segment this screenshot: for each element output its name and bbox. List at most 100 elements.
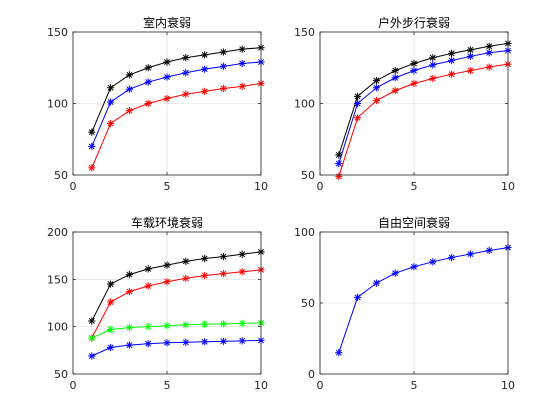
subplot-3-series-4-point xyxy=(219,337,227,345)
marker-stroke xyxy=(164,339,170,346)
marker-stroke xyxy=(486,247,493,254)
marker-stroke xyxy=(239,268,246,275)
marker-stroke xyxy=(182,321,189,328)
marker-stroke xyxy=(126,288,133,295)
subplot-1-series-3-point xyxy=(219,84,227,93)
subplot-2-series-1-point xyxy=(391,67,399,75)
subplot-4-title: 自由空间衰弱 xyxy=(378,215,450,230)
subplot-1-series-2-point xyxy=(144,78,152,86)
subplot-3-series-4-point xyxy=(201,338,209,346)
subplot-3: 0 5 10 50 100 150 200 车载环境衰弱 xyxy=(47,215,268,392)
marker-stroke xyxy=(107,326,114,333)
subplot-2-series-1-point xyxy=(372,77,380,85)
marker-stroke xyxy=(448,57,455,64)
subplot-4-series-1-point xyxy=(429,258,437,266)
marker-stroke xyxy=(126,271,133,278)
marker-stroke xyxy=(107,120,114,127)
marker-stroke xyxy=(182,91,189,98)
marker-stroke xyxy=(220,49,227,55)
subplot-1-series-1-point xyxy=(182,54,190,62)
marker-stroke xyxy=(429,61,436,68)
subplot-3-series-3-point xyxy=(238,319,246,327)
subplot-1-series-3-point xyxy=(163,94,171,103)
subplot-2-series-3-point xyxy=(466,67,474,75)
marker-stroke xyxy=(448,71,455,78)
subplot-2-series-1-line xyxy=(338,42,509,156)
subplot-3-series-1-point xyxy=(163,261,171,269)
marker-stroke xyxy=(373,97,380,104)
subplot-4-series-1-point xyxy=(410,263,418,271)
marker-stroke xyxy=(239,320,246,327)
subplot-3-series-1-point xyxy=(238,250,246,258)
subplot-3-series-4-point xyxy=(182,338,190,346)
marker-stroke xyxy=(88,318,95,324)
marker-stroke xyxy=(429,75,436,82)
subplot-1-series-1-point xyxy=(125,71,133,79)
subplot-3-series-2-point xyxy=(201,271,209,280)
subplot-2-x-tick-label: 5 xyxy=(411,180,418,193)
marker-stroke xyxy=(126,324,133,331)
marker-stroke xyxy=(392,67,399,74)
subplot-4-x-tick-label: 0 xyxy=(317,379,324,392)
marker-stroke xyxy=(164,278,170,285)
subplot-4-series-1-point xyxy=(448,253,456,262)
subplot-1-series-3-point xyxy=(201,87,209,95)
subplot-3-series-3-point xyxy=(125,324,133,332)
marker-stroke xyxy=(182,275,189,282)
marker-stroke xyxy=(126,86,133,93)
subplot-2-x-tick-label: 10 xyxy=(501,180,515,193)
marker-stroke xyxy=(126,71,133,78)
marker-stroke xyxy=(145,340,152,347)
subplot-4-series-1-point xyxy=(354,293,362,301)
marker-stroke xyxy=(239,46,246,53)
marker-stroke xyxy=(239,60,246,67)
marker-stroke xyxy=(486,43,493,50)
marker-stroke xyxy=(88,353,95,359)
subplot-2-series-1-point xyxy=(354,92,362,100)
subplot-1-series-2-point xyxy=(201,65,209,73)
subplot-2-series-3-point xyxy=(354,114,362,122)
subplot-2-series-2-point xyxy=(372,84,380,92)
marker-stroke xyxy=(220,320,227,327)
marker-stroke xyxy=(145,79,152,85)
subplot-4-series-1-point xyxy=(335,349,343,357)
subplot-2-series-3-point xyxy=(391,87,399,95)
subplot-2-series-2-point xyxy=(466,52,474,60)
marker-stroke xyxy=(182,54,189,61)
subplot-2-series-2-point xyxy=(410,67,418,75)
subplot-2-series-3-line xyxy=(338,63,509,177)
subplot-3-series-3-point xyxy=(219,320,227,328)
subplot-3-series-2-point xyxy=(219,270,227,278)
subplot-4-series-1-line xyxy=(338,247,509,353)
subplot-3-series-3-line xyxy=(91,322,262,339)
subplot-1-series-3-point xyxy=(125,107,133,115)
subplot-3-series-3-point xyxy=(88,334,96,342)
subplot-2-series-3-point xyxy=(335,172,343,181)
marker-stroke xyxy=(354,93,361,100)
subplot-3-series-1-point xyxy=(219,253,227,261)
subplot-1-x-tick-label: 5 xyxy=(164,180,171,193)
subplot-3-y-tick-label: 150 xyxy=(47,273,68,286)
marker-stroke xyxy=(411,60,417,67)
marker-stroke xyxy=(164,59,170,65)
marker-stroke xyxy=(88,129,95,136)
marker-stroke xyxy=(392,74,399,81)
subplot-1-series-1-point xyxy=(144,64,152,72)
subplot-1-series-1-line xyxy=(91,47,262,133)
marker-stroke xyxy=(182,69,189,76)
subplot-1-series-3-point xyxy=(88,164,96,172)
marker-stroke xyxy=(239,83,246,90)
marker-stroke xyxy=(126,342,133,349)
subplot-3-series-2-point xyxy=(125,288,133,296)
subplot-4-series-1-point xyxy=(391,269,399,277)
subplot-1-y-tick-label: 50 xyxy=(54,169,68,182)
marker-stroke xyxy=(107,84,114,91)
marker-stroke xyxy=(201,66,208,73)
subplot-1-series-1-point xyxy=(238,45,246,53)
marker-stroke xyxy=(335,349,342,356)
marker-stroke xyxy=(220,63,227,70)
subplot-3-series-4-point xyxy=(144,340,152,348)
marker-stroke xyxy=(220,270,227,277)
marker-stroke xyxy=(354,114,361,121)
subplot-1-series-1-point xyxy=(107,84,115,92)
